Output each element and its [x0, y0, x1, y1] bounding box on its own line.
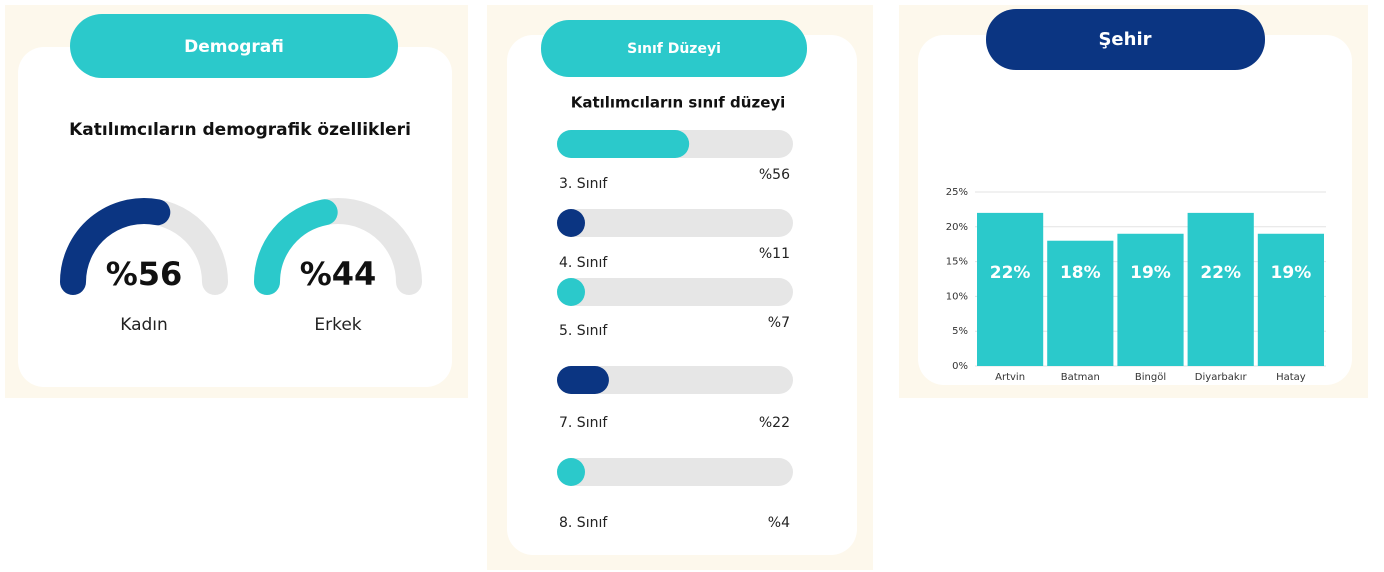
gauge-label: %44 — [300, 255, 377, 293]
x-tick-label: Bingöl — [1135, 372, 1166, 383]
title: Katılımcıların sınıf düzeyi — [571, 94, 786, 112]
bar — [1047, 240, 1114, 366]
progress-track — [557, 209, 793, 237]
y-tick-label: 5% — [952, 326, 968, 337]
progress-bar — [557, 458, 585, 486]
bar — [1187, 212, 1254, 366]
bar — [1117, 233, 1184, 366]
progress-bar — [557, 278, 585, 306]
x-tick-label: Hatay — [1276, 372, 1306, 383]
category-label: 5. Sınıf — [559, 323, 608, 339]
x-tick-label: Batman — [1061, 372, 1100, 383]
value-label: 22% — [990, 263, 1031, 283]
header: Sınıf Düzeyi — [627, 41, 721, 57]
progress-bar — [557, 366, 609, 394]
category-label: Erkek — [314, 315, 361, 335]
y-tick-label: 20% — [946, 222, 968, 233]
gauge-value — [254, 199, 338, 295]
y-tick-label: 25% — [946, 187, 968, 198]
header-pill — [70, 14, 398, 78]
gauge-value — [60, 198, 171, 295]
x-tick-label: Artvin — [995, 372, 1025, 383]
y-tick-label: 15% — [946, 257, 968, 268]
category-label: 8. Sınıf — [559, 515, 608, 531]
value-label: %7 — [768, 315, 790, 331]
category-label: Kadın — [120, 315, 168, 335]
category-label: 7. Sınıf — [559, 415, 608, 431]
header: Demografi — [184, 37, 284, 57]
x-tick-label: Diyarbakır — [1195, 372, 1248, 383]
y-tick-label: 0% — [952, 361, 968, 372]
y-tick-label: 10% — [946, 291, 968, 302]
value-label: %11 — [759, 246, 790, 262]
value-label: %4 — [768, 515, 790, 531]
value-label: 18% — [1060, 263, 1101, 283]
gauge-label: %56 — [106, 255, 183, 293]
title: Katılımcıların demografik özellikleri — [69, 120, 411, 140]
value-label: 22% — [1200, 263, 1241, 283]
value-label: 19% — [1271, 263, 1312, 283]
progress-bar — [557, 130, 690, 158]
progress-track — [557, 458, 793, 486]
header-pill — [986, 9, 1265, 70]
bar — [1257, 233, 1324, 366]
bar — [977, 212, 1044, 366]
value-label: %56 — [759, 167, 790, 183]
header: Şehir — [1098, 29, 1151, 50]
category-label: 4. Sınıf — [559, 255, 608, 271]
progress-track — [557, 278, 793, 306]
category-label: 3. Sınıf — [559, 176, 608, 192]
value-label: %22 — [759, 415, 790, 431]
progress-track — [557, 366, 793, 394]
card — [18, 47, 452, 387]
value-label: 19% — [1130, 263, 1171, 283]
progress-bar — [557, 209, 585, 237]
header-pill — [541, 20, 807, 77]
